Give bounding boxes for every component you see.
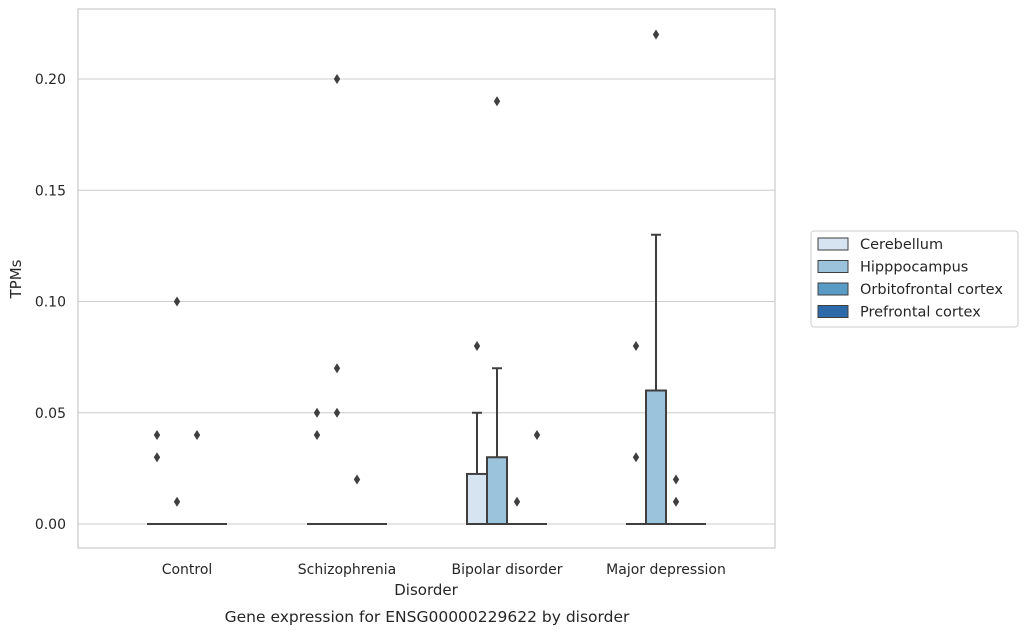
outlier-point [632, 452, 640, 463]
outlier-point [313, 407, 321, 418]
box [486, 456, 508, 525]
legend: Cerebellum Hipppocampus Orbitofrontal cort… [810, 230, 1019, 328]
outlier-point [173, 296, 181, 307]
x-axis-label: Disorder [394, 581, 458, 599]
legend-swatch [817, 305, 849, 318]
outlier-point [153, 430, 161, 440]
box-group [666, 474, 686, 525]
y-tick-labels: 0.00 0.05 0.10 0.15 0.20 [35, 72, 66, 533]
legend-label: Cerebellum [860, 237, 943, 253]
outlier-point [672, 496, 680, 507]
chart-caption: Gene expression for ENSG00000229622 by d… [225, 608, 630, 626]
box-group [307, 407, 327, 525]
outlier-point [153, 452, 161, 463]
box-group [187, 430, 207, 525]
box [645, 389, 667, 525]
x-tick-label: Major depression [606, 562, 726, 578]
outlier-point [333, 74, 341, 84]
y-tick-label: 0.00 [35, 517, 66, 533]
outlier-point [333, 407, 341, 418]
box-group [147, 430, 167, 525]
outlier-point [493, 96, 501, 107]
outlier-point [513, 496, 521, 507]
outlier-point [632, 341, 640, 351]
y-tick-label: 0.20 [35, 72, 66, 88]
legend-label: Hipppocampus [860, 260, 968, 276]
legend-frame [810, 230, 1019, 328]
outlier-point [173, 496, 181, 507]
legend-swatch [817, 237, 849, 251]
box-group [527, 430, 547, 525]
legend-label: Prefrontal cortex [860, 305, 981, 321]
legend-label: Orbitofrontal cortex [860, 282, 1003, 298]
legend-swatch [817, 260, 849, 273]
outlier-point [353, 474, 361, 485]
gridlines [78, 78, 775, 525]
box-group [347, 474, 367, 525]
y-axis-label: TPMs [7, 259, 25, 299]
box-group [167, 296, 187, 525]
outlier-point [672, 474, 680, 485]
box-group [486, 96, 508, 525]
legend-swatch [817, 282, 849, 296]
box-group [507, 496, 527, 525]
box-group [626, 341, 646, 525]
box-group [327, 74, 347, 525]
x-tick-labels: Control Schizophrenia Bipolar disorder Majo… [162, 562, 726, 578]
box [466, 472, 488, 525]
y-tick-label: 0.05 [35, 406, 66, 422]
outlier-point [313, 430, 321, 440]
y-tick-label: 0.10 [35, 295, 66, 311]
outlier-point [333, 363, 341, 374]
outlier-point [473, 341, 481, 351]
box-series [147, 29, 706, 525]
y-tick-label: 0.15 [35, 183, 66, 199]
box-group [466, 341, 488, 525]
plot-area-frame [77, 8, 776, 549]
x-tick-label: Schizophrenia [298, 562, 396, 578]
outlier-point [652, 29, 660, 40]
outlier-point [193, 430, 201, 440]
outlier-point [533, 430, 541, 440]
box-group [645, 29, 667, 525]
x-tick-label: Bipolar disorder [451, 562, 562, 578]
x-tick-label: Control [162, 562, 213, 578]
